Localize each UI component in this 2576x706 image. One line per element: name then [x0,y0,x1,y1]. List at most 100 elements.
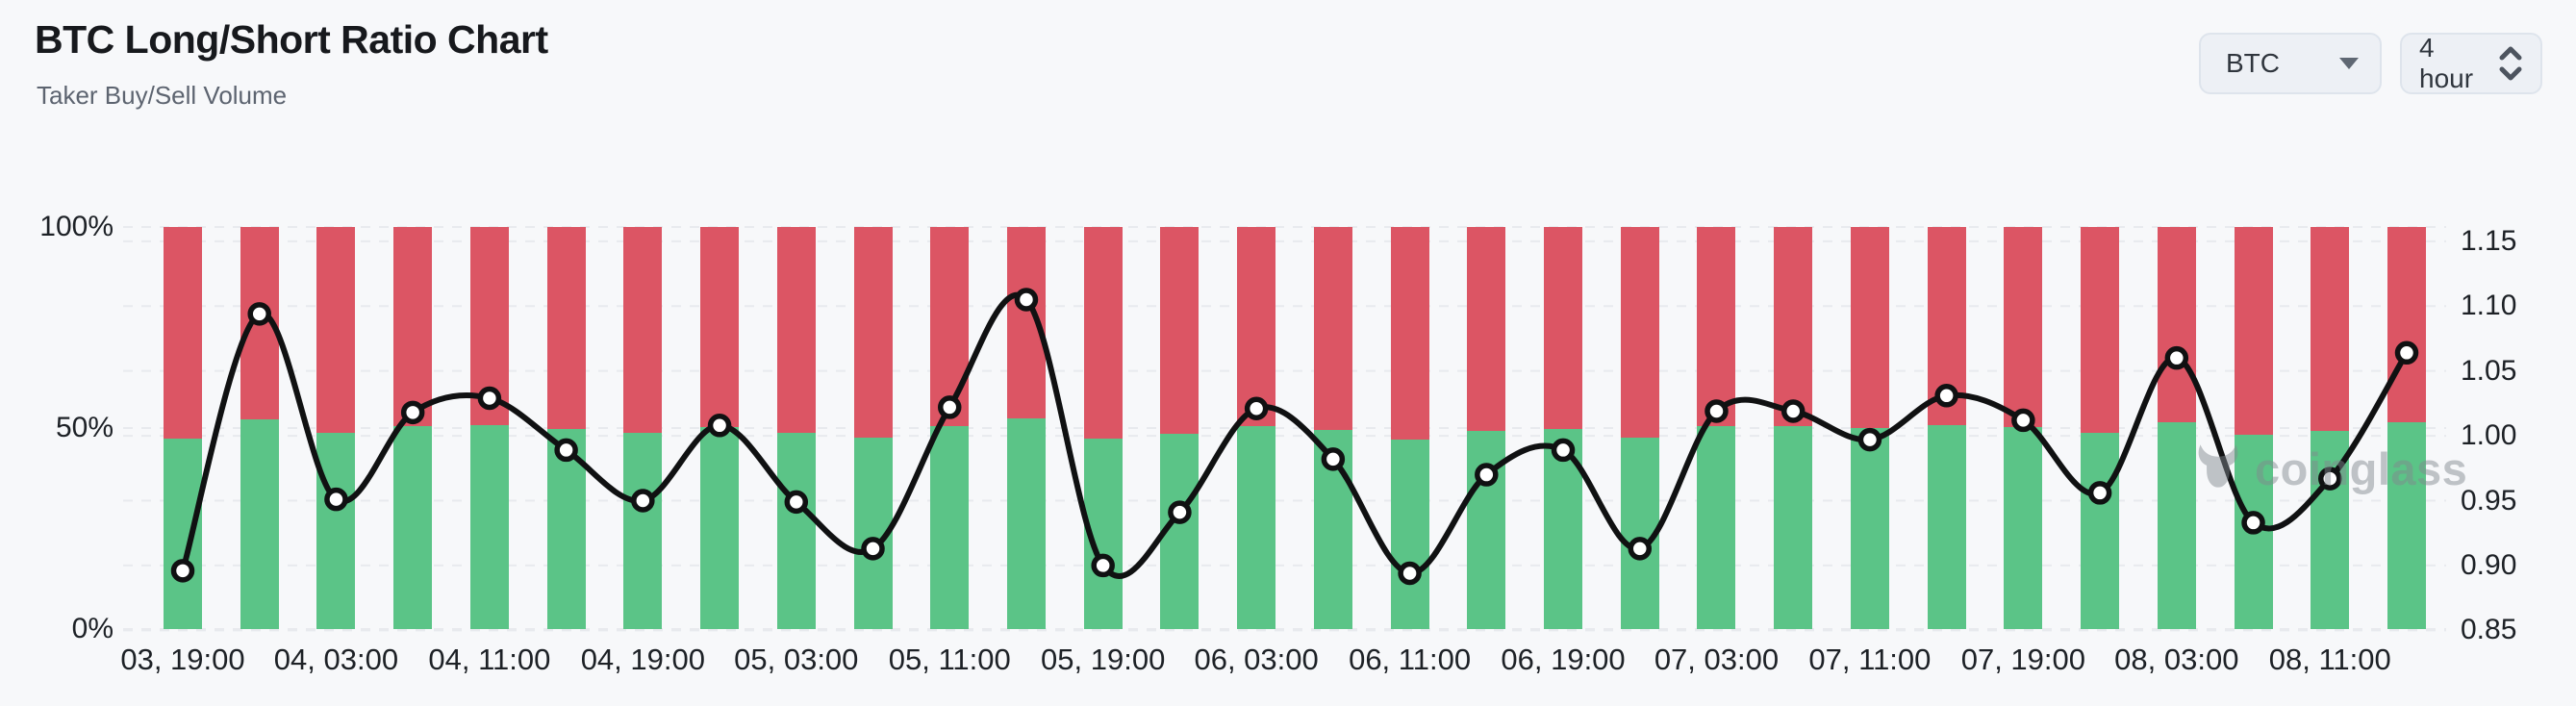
x-axis-tick: 07, 03:00 [1654,643,1780,676]
bar-06, 19:00[interactable] [1544,227,1583,629]
symbol-dropdown[interactable]: BTC [2199,33,2382,94]
x-axis-tick: 04, 11:00 [428,643,551,676]
long-segment [1237,425,1276,629]
bar-06, 11:00[interactable] [1390,227,1429,629]
bar-07, 19:00[interactable] [2004,227,2043,629]
ratio-marker-04, 03:00[interactable] [324,487,348,512]
long-segment [240,418,279,629]
bar-04, 11:00[interactable] [469,227,509,629]
short-segment [853,227,893,438]
short-segment [2234,227,2273,436]
short-segment [700,227,740,428]
ratio-marker-04, 07:00[interactable] [400,400,425,425]
bar-04, 03:00[interactable] [316,227,356,629]
bar-07, 03:00[interactable] [1697,227,1736,629]
bar-05, 03:00[interactable] [776,227,816,629]
ratio-marker-04, 23:00[interactable] [707,414,732,438]
short-segment [1850,227,1889,429]
bar-03, 19:00[interactable] [164,227,202,629]
x-axis-tick: 05, 19:00 [1041,643,1166,676]
bar-05, 15:00[interactable] [1006,227,1046,629]
short-segment [1160,227,1200,435]
bar-05, 11:00[interactable] [930,227,970,629]
left-axis-tick: 100% [39,211,114,242]
chevron-down-icon [2339,58,2359,69]
x-axis-tick: 07, 11:00 [1808,643,1932,676]
bar-04, 19:00[interactable] [623,227,663,629]
x-axis-tick: 04, 19:00 [580,643,705,676]
ratio-marker-07, 15:00[interactable] [1934,384,1958,408]
ratio-marker-03, 23:00[interactable] [247,302,271,326]
ratio-marker-06, 15:00[interactable] [1475,463,1499,487]
bar-08, 07:00[interactable] [2234,227,2273,629]
bar-05, 07:00[interactable] [853,227,893,629]
short-segment [1083,227,1123,439]
right-axis-tick: 0.90 [2461,548,2517,581]
x-axis-tick: 06, 03:00 [1194,643,1319,676]
ratio-marker-05, 11:00[interactable] [937,395,962,419]
bar-05, 19:00[interactable] [1083,227,1123,629]
bar-07, 07:00[interactable] [1774,227,1813,629]
x-axis-tick: 04, 03:00 [273,643,399,676]
right-axis-tick: 1.05 [2461,354,2517,387]
ratio-marker-05, 03:00[interactable] [784,490,809,515]
short-segment [930,227,970,426]
ratio-marker-04, 11:00[interactable] [477,386,502,411]
ratio-marker-08, 07:00[interactable] [2241,511,2265,535]
up-down-chevrons-icon [2494,42,2527,85]
bar-04, 07:00[interactable] [393,227,433,629]
bar-06, 03:00[interactable] [1237,227,1276,629]
ratio-marker-06, 11:00[interactable] [1398,561,1422,586]
short-segment [2004,227,2043,427]
short-segment [546,227,586,430]
x-axis-tick: 08, 11:00 [2268,643,2391,676]
ratio-marker-05, 07:00[interactable] [861,537,885,561]
bar-04, 15:00[interactable] [546,227,586,629]
short-segment [1544,227,1583,430]
ratio-marker-07, 07:00[interactable] [1780,399,1806,423]
ratio-marker-07, 03:00[interactable] [1705,399,1729,423]
bar-04, 23:00[interactable] [700,227,740,629]
page-title: BTC Long/Short Ratio Chart [35,17,548,62]
short-segment [2157,227,2196,422]
bar-08, 15:00[interactable] [2387,227,2426,629]
long-segment [2081,432,2120,629]
ratio-line [170,288,2419,586]
ratio-marker-06, 03:00[interactable] [1244,396,1269,421]
bar-07, 11:00[interactable] [1850,227,1889,629]
x-axis-tick: 08, 03:00 [2114,643,2239,676]
ratio-marker-05, 19:00[interactable] [1091,553,1115,578]
long-segment [1390,439,1429,629]
x-axis-tick: 05, 11:00 [888,643,1011,676]
ratio-marker-04, 19:00[interactable] [631,489,655,513]
short-segment [1467,227,1506,432]
short-segment [1390,227,1429,440]
ratio-marker-05, 15:00[interactable] [1014,288,1039,312]
bar-08, 03:00[interactable] [2157,227,2196,629]
ratio-marker-05, 23:00[interactable] [1168,500,1192,524]
right-axis-tick: 1.15 [2461,224,2517,257]
ratio-marker-08, 11:00[interactable] [2318,466,2342,491]
ratio-marker-03, 19:00[interactable] [170,559,195,583]
long-segment [1927,424,1966,629]
ratio-marker-06, 19:00[interactable] [1551,438,1576,463]
ratio-marker-06, 23:00[interactable] [1628,537,1653,561]
ratio-marker-06, 07:00[interactable] [1321,447,1346,471]
short-segment [393,227,433,427]
ratio-marker-07, 19:00[interactable] [2011,408,2035,433]
left-axis-tick: 0% [71,613,114,644]
bar-03, 23:00[interactable] [240,227,279,629]
ratio-marker-08, 15:00[interactable] [2394,340,2419,366]
interval-dropdown[interactable]: 4 hour [2400,33,2542,94]
long-segment [469,425,509,629]
ratio-marker-04, 15:00[interactable] [554,438,578,463]
interval-dropdown-value: 4 hour [2419,33,2474,93]
bar-05, 23:00[interactable] [1160,227,1200,629]
ratio-marker-07, 23:00[interactable] [2087,481,2112,505]
long-segment [1006,417,1046,629]
ratio-marker-08, 03:00[interactable] [2164,345,2189,370]
bar-07, 23:00[interactable] [2081,227,2120,629]
ratio-marker-07, 11:00[interactable] [1857,427,1882,452]
bar-06, 23:00[interactable] [1620,227,1659,629]
short-segment [2387,227,2426,422]
